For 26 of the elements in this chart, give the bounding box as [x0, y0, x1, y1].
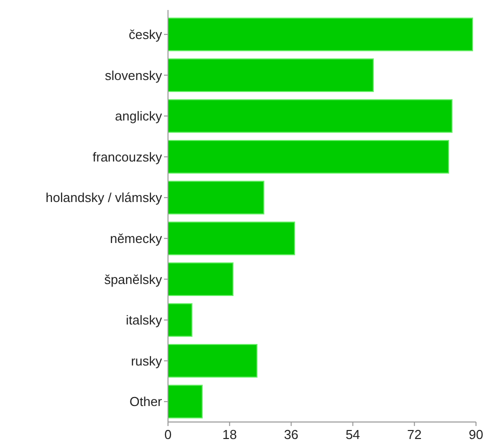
bar — [168, 344, 258, 378]
y-tick-label: rusky — [130, 353, 162, 368]
x-tick-label: 72 — [407, 427, 422, 442]
bar — [168, 303, 192, 337]
bar — [168, 262, 234, 296]
y-tick-label: španělsky — [104, 272, 162, 287]
bar — [168, 180, 264, 214]
y-tick-label: německy — [110, 230, 162, 246]
y-tick-label: anglicky — [115, 108, 162, 124]
bar — [168, 58, 374, 92]
y-tick-label: slovensky — [104, 68, 162, 83]
x-tick-label: 90 — [468, 427, 484, 442]
bar — [168, 140, 450, 174]
bar — [168, 18, 474, 52]
y-tick-label: holandsky / vlámsky — [46, 190, 162, 206]
x-tick-label: 0 — [164, 427, 172, 442]
y-tick-label: Other — [129, 394, 163, 410]
bar — [168, 222, 296, 256]
x-tick-label: 18 — [222, 427, 237, 442]
bar — [168, 384, 203, 418]
y-tick-label: francouzsky — [92, 149, 162, 164]
bar — [168, 99, 453, 133]
x-tick-label: 54 — [346, 427, 360, 442]
y-tick-label: italsky — [126, 312, 162, 328]
x-tick-label: 36 — [284, 427, 298, 442]
y-tick-label: česky — [128, 26, 162, 42]
